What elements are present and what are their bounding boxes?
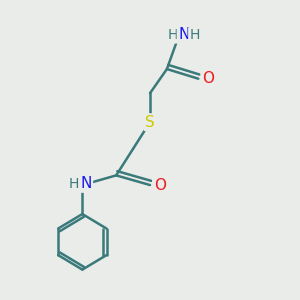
Text: N: N (178, 26, 190, 41)
Text: O: O (202, 71, 214, 86)
Text: H: H (190, 28, 200, 42)
Text: H: H (69, 177, 79, 191)
Text: S: S (145, 115, 155, 130)
Text: H: H (168, 28, 178, 42)
Text: N: N (80, 176, 92, 191)
Text: O: O (154, 178, 166, 193)
